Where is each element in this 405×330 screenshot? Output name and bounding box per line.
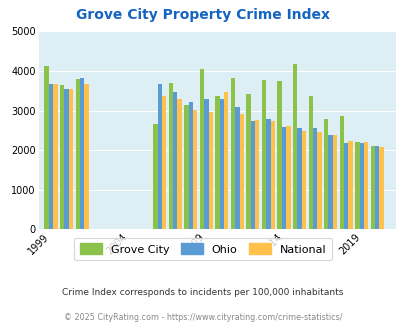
Bar — [328, 135, 332, 229]
Bar — [254, 120, 259, 229]
Bar — [261, 81, 266, 229]
Bar — [239, 114, 243, 229]
Bar — [270, 121, 274, 229]
Bar — [49, 84, 53, 229]
Bar — [157, 84, 162, 229]
Legend: Grove City, Ohio, National: Grove City, Ohio, National — [74, 238, 331, 260]
Bar — [84, 84, 88, 229]
Bar — [277, 81, 281, 229]
Bar — [168, 83, 173, 229]
Bar — [301, 131, 305, 229]
Bar — [281, 127, 286, 229]
Bar — [378, 147, 383, 229]
Bar — [363, 142, 367, 229]
Bar — [219, 99, 224, 229]
Bar — [343, 144, 347, 229]
Bar — [80, 78, 84, 229]
Bar — [75, 79, 80, 229]
Bar — [312, 128, 316, 229]
Bar — [374, 146, 378, 229]
Bar — [192, 110, 197, 229]
Bar — [316, 132, 321, 229]
Bar — [60, 85, 64, 229]
Bar — [358, 144, 363, 229]
Bar — [354, 142, 358, 229]
Bar — [230, 79, 234, 229]
Bar — [246, 93, 250, 229]
Bar — [45, 66, 49, 229]
Bar — [162, 96, 166, 229]
Bar — [224, 92, 228, 229]
Bar — [332, 135, 336, 229]
Bar — [370, 146, 374, 229]
Bar — [173, 92, 177, 229]
Bar — [53, 84, 58, 229]
Bar — [347, 141, 352, 229]
Bar — [215, 96, 219, 229]
Text: Grove City Property Crime Index: Grove City Property Crime Index — [76, 8, 329, 22]
Text: © 2025 CityRating.com - https://www.cityrating.com/crime-statistics/: © 2025 CityRating.com - https://www.city… — [64, 313, 341, 322]
Bar — [177, 99, 181, 229]
Bar — [208, 112, 212, 229]
Bar — [184, 105, 188, 229]
Bar — [234, 107, 239, 229]
Bar — [266, 119, 270, 229]
Bar — [292, 64, 296, 229]
Text: Crime Index corresponds to incidents per 100,000 inhabitants: Crime Index corresponds to incidents per… — [62, 287, 343, 297]
Bar — [64, 89, 68, 229]
Bar — [323, 119, 328, 229]
Bar — [339, 116, 343, 229]
Bar — [68, 89, 73, 229]
Bar — [188, 102, 192, 229]
Bar — [153, 124, 157, 229]
Bar — [296, 128, 301, 229]
Bar — [286, 126, 290, 229]
Bar — [204, 99, 208, 229]
Bar — [308, 95, 312, 229]
Bar — [199, 69, 204, 229]
Bar — [250, 121, 254, 229]
